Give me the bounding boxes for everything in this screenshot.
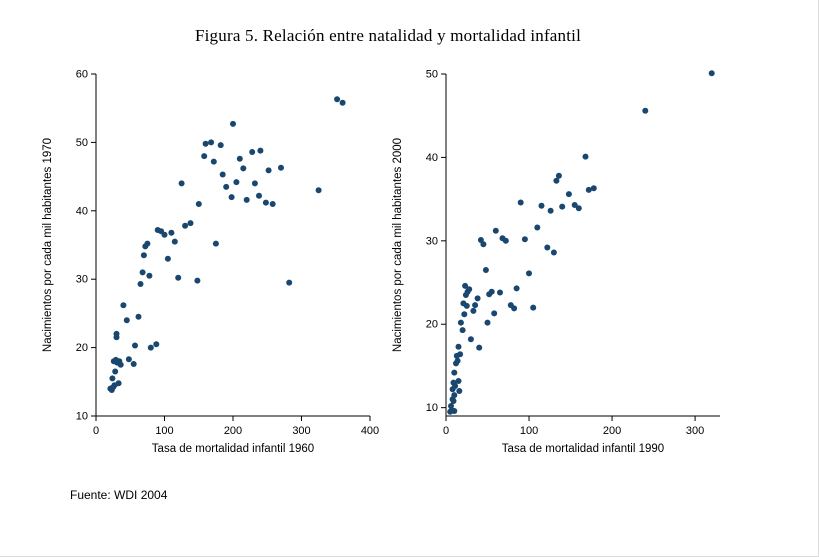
svg-text:100: 100 xyxy=(155,425,173,437)
svg-text:Nacimientos por cada mil habit: Nacimientos por cada mil habitantes 1970 xyxy=(42,138,54,352)
figure-title: Figura 5. Relación entre natalidad y mor… xyxy=(194,26,582,45)
figure-content: Figura 5. Relación entre natalidad y mor… xyxy=(38,0,738,502)
svg-text:30: 30 xyxy=(426,235,438,247)
source-note: Fuente: WDI 2004 xyxy=(70,488,168,502)
svg-text:300: 300 xyxy=(292,425,310,437)
svg-text:20: 20 xyxy=(76,342,88,354)
scatter-plot-left: 10 20 30 40 50 60 0 100 200 300 400 Tasa de mortali… xyxy=(42,69,379,456)
svg-text:10: 10 xyxy=(426,402,438,414)
svg-text:200: 200 xyxy=(224,425,242,437)
svg-text:Tasa de mortalidad infantil 19: Tasa de mortalidad infantil 1960 xyxy=(152,443,314,455)
svg-text:20: 20 xyxy=(426,319,438,331)
svg-text:50: 50 xyxy=(426,69,438,81)
svg-text:10: 10 xyxy=(76,411,88,423)
svg-text:400: 400 xyxy=(361,425,379,437)
svg-text:40: 40 xyxy=(426,152,438,164)
charts-row: 10 20 30 40 50 60 0 100 200 300 400 Tasa de mortali… xyxy=(38,58,738,478)
svg-text:300: 300 xyxy=(686,425,704,437)
scatter-plot-right: 10 20 30 40 50 0 100 200 300 Tasa de mortalidad i… xyxy=(392,69,720,455)
svg-text:Nacimientos por cada mil habit: Nacimientos por cada mil habitantes 2000 xyxy=(392,138,404,352)
svg-text:50: 50 xyxy=(76,137,88,149)
svg-text:60: 60 xyxy=(76,69,88,81)
svg-text:40: 40 xyxy=(76,205,88,217)
svg-text:100: 100 xyxy=(520,425,538,437)
svg-text:200: 200 xyxy=(603,425,621,437)
svg-text:Tasa de mortalidad infantil 19: Tasa de mortalidad infantil 1990 xyxy=(502,443,664,455)
svg-text:30: 30 xyxy=(76,274,88,286)
svg-text:0: 0 xyxy=(93,425,99,437)
svg-text:0: 0 xyxy=(443,425,449,437)
